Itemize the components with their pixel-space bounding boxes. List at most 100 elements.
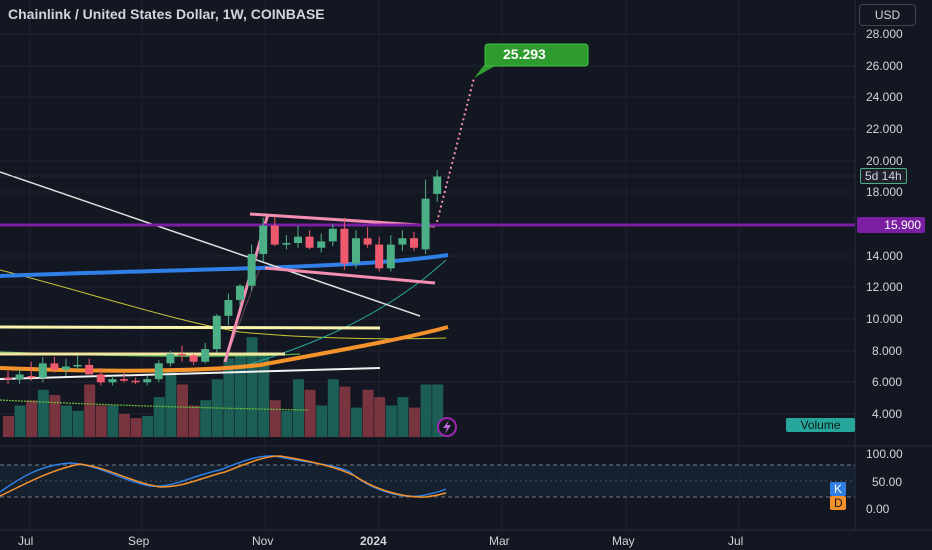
price-label: 20.000 bbox=[866, 154, 903, 168]
target-price-label: 25.293 bbox=[503, 46, 546, 62]
volume-bar bbox=[235, 353, 246, 437]
volume-bar bbox=[153, 397, 165, 437]
time-label: Jul bbox=[18, 534, 34, 548]
price-label: 22.000 bbox=[866, 122, 903, 136]
volume-bar bbox=[362, 389, 374, 437]
price-label: 14.000 bbox=[866, 249, 903, 263]
target-callout-box[interactable] bbox=[484, 43, 589, 67]
volume-bar bbox=[14, 405, 26, 437]
volume-bar bbox=[49, 395, 61, 437]
volume-bar bbox=[327, 379, 339, 437]
volume-bar bbox=[61, 405, 72, 437]
candle bbox=[38, 357, 47, 383]
price-label: 6.000 bbox=[872, 375, 903, 389]
price-label: 4.000 bbox=[872, 407, 903, 421]
volume-bar bbox=[420, 384, 432, 437]
volume-bar bbox=[188, 405, 200, 437]
osc-label: 50.00 bbox=[872, 475, 903, 489]
candle bbox=[178, 345, 186, 362]
candle bbox=[224, 293, 233, 326]
volume-tag[interactable]: Volume bbox=[786, 418, 855, 432]
volume-bar bbox=[281, 410, 293, 437]
candle bbox=[73, 355, 82, 370]
volume-bar bbox=[130, 418, 142, 437]
volume-bar bbox=[72, 410, 84, 437]
bar-countdown-tag: 5d 14h bbox=[860, 168, 907, 184]
volume-bar bbox=[397, 397, 409, 437]
candle bbox=[154, 360, 163, 383]
volume-bar bbox=[200, 400, 212, 437]
candle bbox=[375, 236, 384, 272]
ma-green-thin-2 bbox=[0, 399, 309, 411]
candle bbox=[166, 350, 175, 367]
price-label: 24.000 bbox=[866, 90, 903, 104]
candle bbox=[189, 353, 198, 365]
candle bbox=[4, 371, 12, 384]
candle bbox=[433, 170, 442, 202]
volume-bar bbox=[374, 397, 386, 437]
candle bbox=[143, 376, 152, 386]
candle bbox=[398, 230, 407, 251]
price-label: 8.000 bbox=[872, 344, 903, 358]
candle bbox=[305, 230, 314, 250]
volume-bar bbox=[409, 407, 420, 437]
candle bbox=[410, 231, 418, 251]
candle bbox=[131, 377, 140, 384]
price-label: 28.000 bbox=[866, 27, 903, 41]
volume-bar bbox=[432, 384, 444, 437]
projection-path bbox=[436, 77, 475, 223]
candle bbox=[247, 244, 256, 291]
volume-bar bbox=[351, 407, 362, 437]
volume-bar bbox=[26, 400, 38, 437]
flag-bottom bbox=[264, 266, 436, 285]
candle bbox=[294, 225, 302, 248]
stoch-d-line bbox=[0, 455, 447, 498]
candle bbox=[421, 179, 430, 255]
volume-bar bbox=[142, 416, 154, 437]
trendline-white-down bbox=[0, 171, 421, 317]
time-label: Mar bbox=[489, 534, 510, 548]
osc-label: 100.00 bbox=[866, 447, 903, 461]
chart-grid bbox=[0, 0, 855, 530]
candle bbox=[62, 358, 70, 376]
candle bbox=[386, 235, 395, 272]
level-price-tag[interactable]: 15.900 bbox=[857, 217, 925, 233]
volume-bar bbox=[246, 337, 258, 437]
volume-bar bbox=[165, 368, 177, 437]
volume-bar bbox=[269, 400, 281, 437]
currency-button[interactable]: USD bbox=[859, 4, 916, 26]
time-label: Sep bbox=[128, 534, 150, 548]
candle bbox=[259, 217, 268, 262]
volume-bar bbox=[3, 416, 14, 437]
volume-bar bbox=[84, 384, 96, 437]
candlesticks bbox=[4, 170, 442, 386]
candle bbox=[270, 216, 279, 247]
lightning-icon[interactable] bbox=[437, 417, 457, 437]
candle bbox=[352, 230, 360, 269]
volume-bar bbox=[177, 384, 188, 437]
candle bbox=[340, 217, 349, 270]
candle bbox=[363, 227, 372, 248]
ma-orange bbox=[0, 325, 449, 373]
volume-bar bbox=[316, 405, 328, 437]
chart-title[interactable]: Chainlink / United States Dollar, 1W, CO… bbox=[8, 6, 325, 22]
ma-yellow-thin bbox=[0, 269, 447, 340]
price-label: 26.000 bbox=[866, 59, 903, 73]
volume-bar bbox=[293, 379, 304, 437]
stoch-d-tag: D bbox=[830, 496, 846, 510]
candle bbox=[15, 369, 24, 384]
price-label: 18.000 bbox=[866, 185, 903, 199]
stoch-k-tag: K bbox=[830, 482, 846, 496]
volume-bar bbox=[119, 413, 130, 437]
volume-bar bbox=[223, 358, 235, 437]
time-label: May bbox=[612, 534, 635, 548]
candle bbox=[85, 358, 94, 375]
time-label: Jul bbox=[728, 534, 744, 548]
candle bbox=[27, 361, 36, 381]
osc-label: 0.00 bbox=[866, 502, 890, 516]
candle bbox=[328, 224, 337, 247]
candle bbox=[201, 342, 210, 364]
volume-bar bbox=[95, 405, 107, 437]
candle bbox=[317, 233, 326, 253]
